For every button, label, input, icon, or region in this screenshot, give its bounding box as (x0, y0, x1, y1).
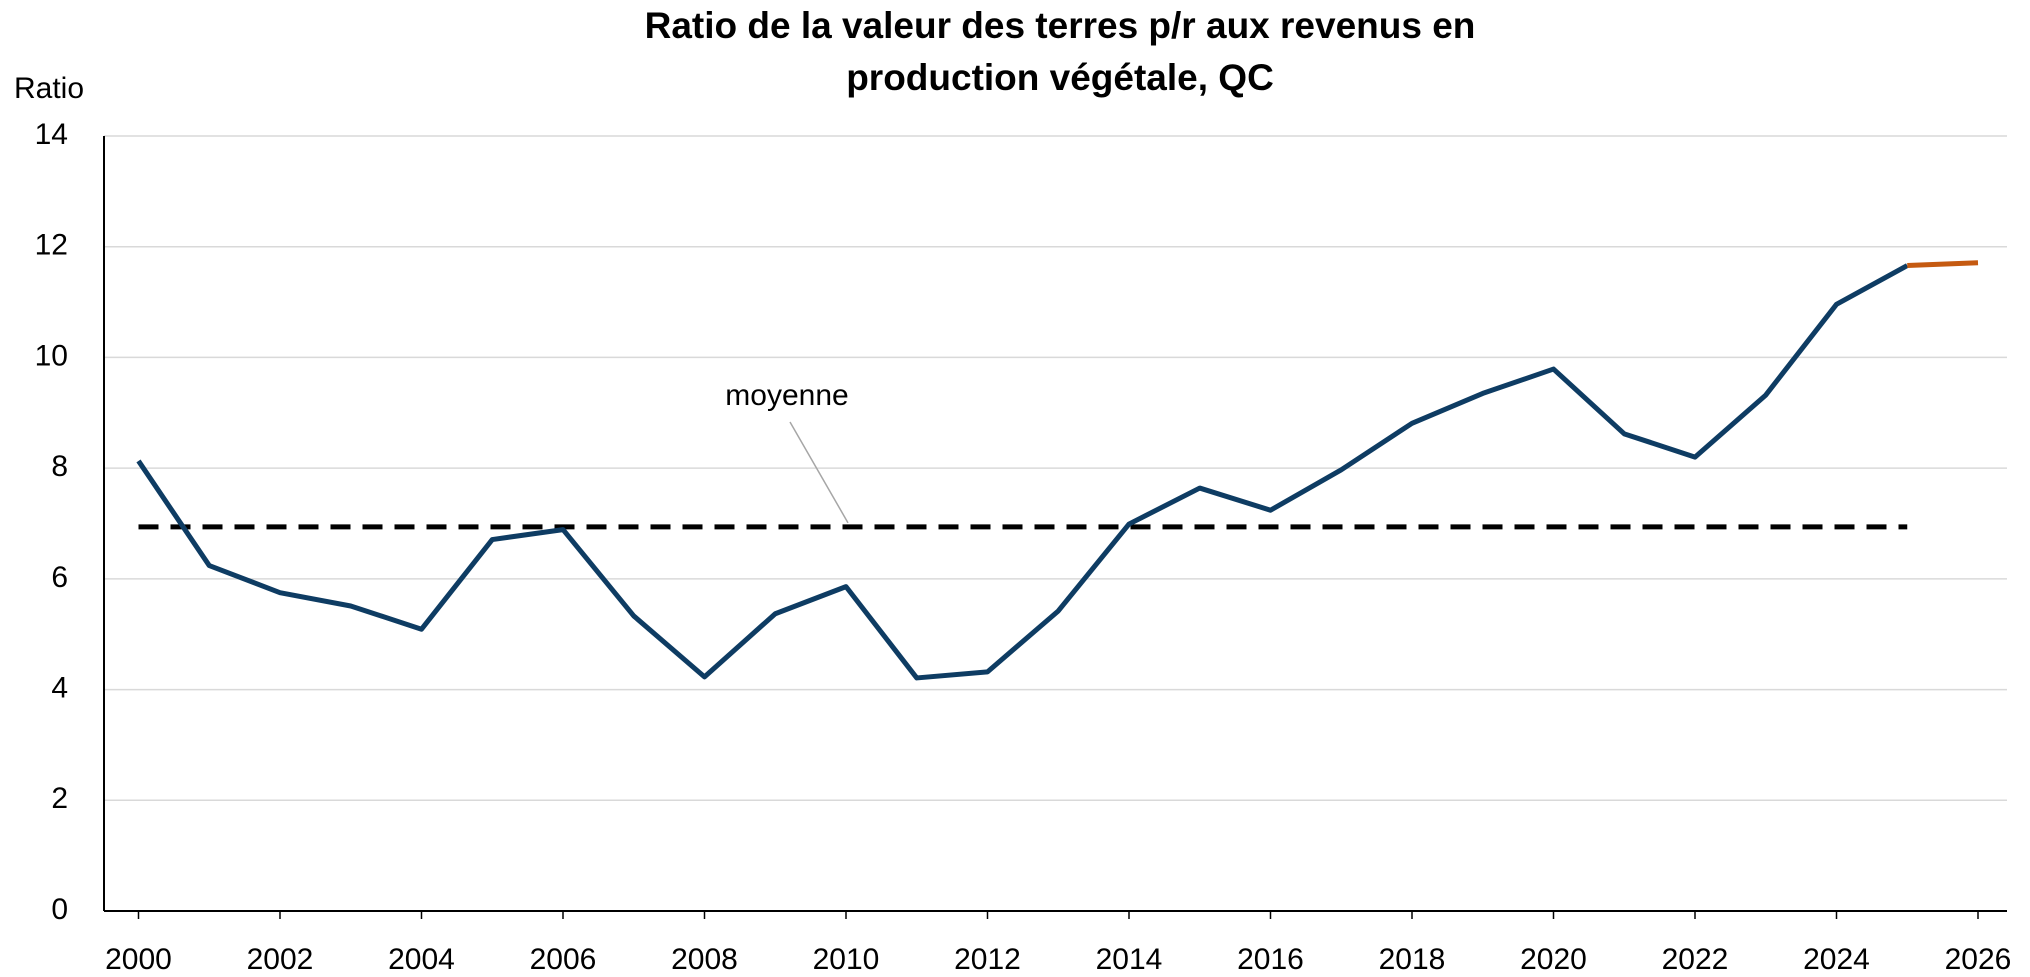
y-tick-label: 0 (51, 893, 68, 926)
x-tick-label: 2010 (813, 943, 880, 976)
x-tick-label: 2016 (1237, 943, 1304, 976)
y-tick-label: 14 (35, 118, 68, 151)
x-tick-label: 2002 (247, 943, 314, 976)
y-tick-label: 6 (51, 561, 68, 594)
x-tick-label: 2004 (388, 943, 455, 976)
x-tick-label: 2018 (1379, 943, 1446, 976)
data-line (1907, 260, 1979, 269)
chart-title: production végétale, QC (846, 57, 1274, 98)
x-tick-label: 2024 (1803, 943, 1870, 976)
y-tick-label: 8 (51, 450, 68, 483)
x-tick-label: 2022 (1662, 943, 1729, 976)
x-tick-label: 2006 (530, 943, 597, 976)
data-line (136, 263, 1909, 681)
chart-title: Ratio de la valeur des terres p/r aux re… (645, 5, 1476, 46)
x-tick-label: 2026 (1945, 943, 2012, 976)
y-axis-label: Ratio (14, 72, 84, 105)
y-tick-label: 10 (35, 339, 68, 372)
y-tick-label: 2 (51, 782, 68, 815)
annotation: moyenne (725, 379, 848, 412)
x-tick-label: 2012 (954, 943, 1021, 976)
y-tick-label: 12 (35, 229, 68, 262)
y-tick-label: 4 (51, 671, 68, 704)
x-tick-label: 2000 (105, 943, 172, 976)
x-tick-label: 2008 (671, 943, 738, 976)
x-tick-label: 2020 (1520, 943, 1587, 976)
x-tick-label: 2014 (1096, 943, 1163, 976)
annotation-leader (789, 421, 849, 524)
